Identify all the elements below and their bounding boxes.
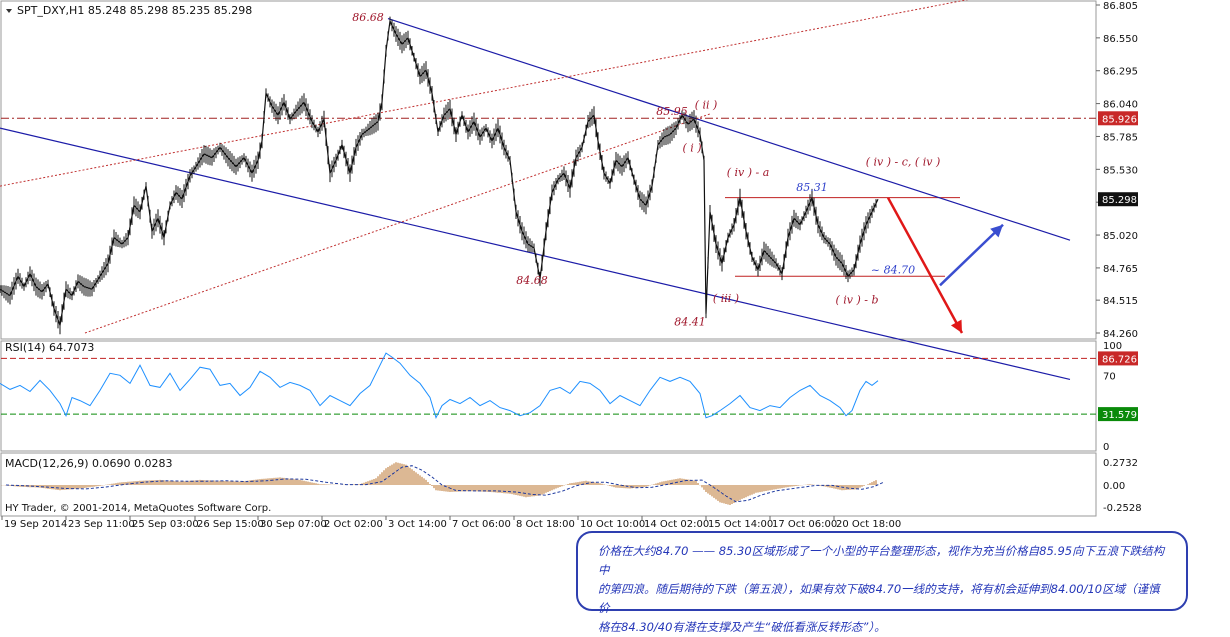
- main-panel-frame: [0, 0, 1097, 340]
- price-tick-label: 84.515: [1103, 296, 1138, 307]
- copyright-text: HY Trader, © 2001-2014, MetaQuotes Softw…: [5, 503, 271, 514]
- wave-annotation: ( iv ) - c, ( iv ): [866, 155, 940, 168]
- wave-annotation: ( ii ): [695, 99, 718, 112]
- price-series: [0, 18, 879, 328]
- main-price-panel: 86.68 85.95 ( ii ) ( i ) ( iv ) - a 85.31 ( iv…: [0, 0, 1096, 380]
- rsi-tick-label: 100: [1103, 341, 1122, 352]
- arrowhead-blue: [990, 224, 1003, 238]
- wave-annotation: ( iv ) - b: [835, 293, 878, 306]
- current-price-tag: 85.298: [1102, 195, 1137, 206]
- wave-annotation: 84.41: [674, 315, 706, 328]
- commentary-line-1: 价格在大约84.70 —— 85.30区域形成了一个小型的平台整理形态，视作为充…: [598, 544, 1165, 577]
- time-label: 15 Oct 14:00: [708, 519, 773, 530]
- wave-annotation: ( iv ) - a: [727, 166, 770, 179]
- price-tick-label: 86.040: [1103, 100, 1138, 111]
- macd-panel: 0.2732 0.00 -0.2528: [1, 458, 1142, 514]
- price-tick-label: 84.260: [1103, 329, 1138, 340]
- price-tick-label: 85.530: [1103, 165, 1138, 176]
- channel-line-1: [387, 17, 1071, 241]
- price-tick-label: 85.785: [1103, 132, 1138, 143]
- menu-triangle-icon[interactable]: [6, 9, 12, 13]
- time-label: 3 Oct 14:00: [388, 519, 447, 530]
- wave-annotation: 86.68: [352, 11, 384, 24]
- macd-label: MACD(12,26,9) 0.0690 0.0283: [5, 457, 173, 470]
- resistance-price-tag: 85.926: [1102, 114, 1137, 125]
- time-label: 19 Sep 2014: [4, 519, 67, 530]
- wave-annotation: ( i ): [682, 141, 701, 154]
- current-price-tag-bg: [1098, 192, 1138, 207]
- macd-tick-label: 0.2732: [1103, 458, 1138, 469]
- macd-tick-label: 0.00: [1103, 481, 1125, 492]
- resistance-price-tag-bg: [1098, 111, 1138, 126]
- rsi-tick-label: 70: [1103, 371, 1116, 382]
- channel-line-2: [0, 0, 969, 187]
- channel-line-3: [84, 113, 711, 334]
- time-label: 8 Oct 18:00: [516, 519, 575, 530]
- macd-panel-frame: [0, 452, 1097, 517]
- time-label: 7 Oct 06:00: [452, 519, 511, 530]
- wave-annotation: ~ 84.70: [871, 264, 915, 277]
- rsi-overbought-tag: 86.726: [1102, 354, 1137, 365]
- time-label: 20 Oct 18:00: [836, 519, 901, 530]
- rsi-label: RSI(14) 64.7073: [5, 341, 94, 354]
- commentary-box: 价格在大约84.70 —— 85.30区域形成了一个小型的平台整理形态，视作为充…: [576, 531, 1188, 634]
- wave-annotation: 85.95: [656, 105, 688, 118]
- projection-arrow-blue: [939, 223, 1004, 287]
- rsi-overbought-tag-bg: [1098, 351, 1138, 366]
- time-label: 2 Oct 02:00: [324, 519, 383, 530]
- time-label: 23 Sep 11:00: [68, 519, 135, 530]
- rsi-oversold-tag-bg: [1098, 407, 1138, 422]
- macd-signal-line: [5, 465, 885, 503]
- price-tick-label: 85.020: [1103, 231, 1138, 242]
- time-label: 10 Oct 10:00: [580, 519, 645, 530]
- rsi-panel-frame: [0, 340, 1097, 452]
- rsi-oversold-tag: 31.579: [1102, 410, 1137, 421]
- price-axis: 86.805 86.550 86.295 86.040 85.785 85.530 85.2…: [1096, 1, 1138, 340]
- price-tick-label: 86.295: [1103, 67, 1138, 78]
- time-label: 17 Oct 06:00: [772, 519, 837, 530]
- commentary-line-3: 格在84.30/40有潜在支撑及产生“破低看涨反转形态”）。: [598, 620, 886, 634]
- commentary-line-2: 的第四浪。随后期待的下跌（第五浪），如果有效下破84.70一线的支持，将有机会延…: [598, 582, 1160, 615]
- time-label: 26 Sep 15:00: [197, 519, 264, 530]
- chart-canvas: 86.68 85.95 ( ii ) ( i ) ( iv ) - a 85.31 ( iv…: [0, 0, 1142, 530]
- time-label: 30 Sep 07:00: [260, 519, 327, 530]
- wave-annotation: 84.68: [516, 274, 548, 287]
- rsi-series: [0, 352, 879, 420]
- wave-annotation: ( iii ): [713, 292, 739, 305]
- macd-tick-label: -0.2528: [1103, 503, 1142, 514]
- projection-arrow-red: [886, 197, 964, 334]
- rsi-tick-label: 0: [1103, 442, 1109, 453]
- symbol-header: SPT_DXY,H1 85.248 85.298 85.235 85.298: [17, 4, 252, 17]
- wave-annotation: 85.31: [796, 181, 828, 194]
- time-label: 25 Sep 03:00: [132, 519, 199, 530]
- price-tick-label: 86.550: [1103, 34, 1138, 45]
- arrowhead-red: [950, 319, 962, 333]
- price-tick-label: 86.805: [1103, 1, 1138, 12]
- price-tick-label: 84.765: [1103, 264, 1138, 275]
- time-label: 14 Oct 02:00: [644, 519, 709, 530]
